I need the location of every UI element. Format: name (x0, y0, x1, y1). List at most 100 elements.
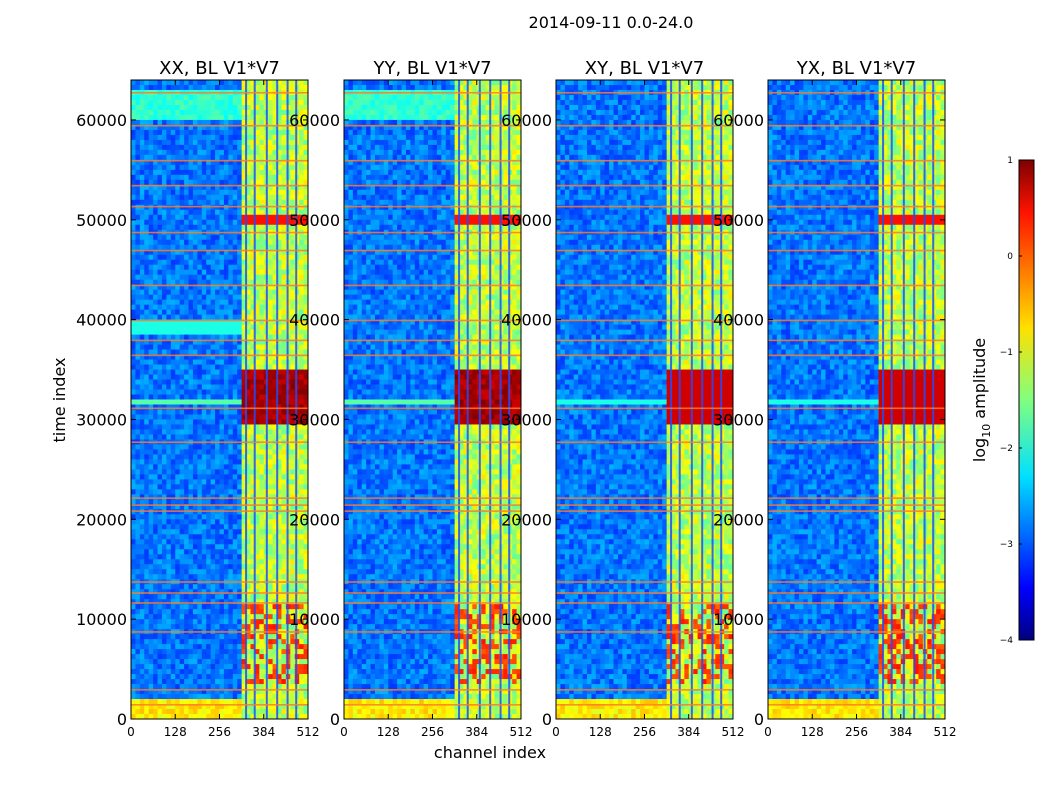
heatmap-cell (197, 429, 203, 435)
heatmap-cell (290, 184, 296, 191)
heatmap-cell (197, 349, 203, 355)
heatmap-cell (268, 124, 273, 131)
heatmap-cell (215, 564, 220, 570)
heatmap-cell (148, 604, 154, 610)
heatmap-cell (139, 569, 145, 575)
heatmap-cell (175, 164, 181, 171)
heatmap-cell (228, 489, 234, 495)
heatmap-cell (175, 124, 181, 131)
heatmap-cell (139, 294, 145, 301)
heatmap-cell (192, 529, 198, 535)
heatmap-cell (272, 294, 278, 301)
heatmap-cell (184, 594, 189, 600)
heatmap-cell (277, 344, 282, 350)
heatmap-cell (259, 154, 265, 161)
heatmap-cell (166, 479, 172, 485)
heatmap-cell (268, 529, 273, 535)
heatmap-cell (223, 609, 229, 615)
heatmap-cell (188, 304, 194, 311)
heatmap-cell (241, 159, 247, 166)
heatmap-cell (254, 624, 260, 630)
heatmap-cell (250, 124, 256, 131)
heatmap-cell (170, 634, 176, 640)
heatmap-cell (237, 614, 243, 620)
heatmap-cell (303, 619, 308, 625)
heatmap-cell (184, 599, 189, 605)
heatmap-cell (210, 414, 216, 420)
heatmap-cell (259, 119, 265, 126)
heatmap-cell (219, 184, 225, 191)
heatmap-cell (277, 304, 282, 311)
heatmap-cell (197, 689, 203, 695)
heatmap-cell (139, 574, 145, 580)
heatmap-cell (223, 349, 229, 355)
heatmap-cell (166, 329, 172, 335)
heatmap-cell (210, 409, 216, 415)
heatmap-cell (259, 364, 265, 370)
heatmap-cell (277, 404, 282, 410)
heatmap-cell (272, 184, 278, 191)
heatmap-cell (232, 604, 238, 610)
heatmap-cell (144, 564, 150, 570)
heatmap-cell (277, 164, 282, 171)
heatmap-cell (268, 419, 273, 425)
heatmap-cell (144, 359, 150, 365)
heatmap-cell (250, 179, 256, 186)
heatmap-cell (206, 559, 212, 565)
heatmap-cell (303, 364, 308, 370)
heatmap-cell (161, 374, 167, 380)
heatmap-cell (299, 489, 304, 495)
heatmap-cell (290, 434, 296, 440)
heatmap-cell (157, 94, 163, 101)
heatmap-cell (206, 624, 212, 630)
heatmap-cell (290, 349, 296, 355)
heatmap-cell (148, 124, 154, 131)
heatmap-cell (303, 369, 308, 375)
heatmap-cell (197, 394, 203, 400)
heatmap-cell (232, 174, 238, 181)
heatmap-cell (268, 554, 273, 560)
heatmap-cell (250, 289, 256, 296)
heatmap-cell (223, 584, 229, 590)
heatmap-cell (268, 399, 273, 405)
heatmap-cell (188, 239, 194, 246)
heatmap-cell (210, 509, 216, 515)
heatmap-cell (215, 654, 220, 660)
heatmap-cell (166, 524, 172, 530)
heatmap-cell (237, 314, 243, 321)
heatmap-cell (223, 339, 229, 345)
heatmap-cell (290, 234, 296, 241)
heatmap-cell (206, 539, 212, 545)
heatmap-cell (215, 454, 220, 460)
heatmap-cell (303, 159, 308, 166)
heatmap-cell (192, 329, 198, 335)
heatmap-cell (223, 344, 229, 350)
heatmap-cell (201, 80, 207, 86)
heatmap-cell (197, 669, 203, 675)
heatmap-cell (201, 219, 207, 226)
heatmap-cell (277, 689, 282, 695)
heatmap-cell (197, 694, 203, 700)
heatmap-cell (148, 409, 154, 415)
heatmap-cell (277, 674, 282, 680)
heatmap-cell (139, 224, 145, 231)
heatmap-cell (228, 589, 234, 595)
heatmap-cell (144, 354, 150, 360)
heatmap-cell (268, 489, 273, 495)
heatmap-cell (170, 199, 176, 206)
heatmap-cell (277, 279, 282, 286)
heatmap-cell (272, 584, 278, 590)
heatmap-cell (303, 554, 308, 560)
heatmap-cell (131, 559, 136, 565)
heatmap-cell (206, 209, 212, 216)
heatmap-cell (170, 134, 176, 141)
heatmap-cell (188, 639, 194, 645)
heatmap-cell (237, 589, 243, 595)
heatmap-cell (237, 449, 243, 455)
heatmap-cell (148, 669, 154, 675)
heatmap-cell (179, 564, 185, 570)
heatmap-cell (223, 489, 229, 495)
heatmap-cell (188, 574, 194, 580)
heatmap-cell (179, 209, 185, 216)
heatmap-cell (241, 484, 247, 490)
